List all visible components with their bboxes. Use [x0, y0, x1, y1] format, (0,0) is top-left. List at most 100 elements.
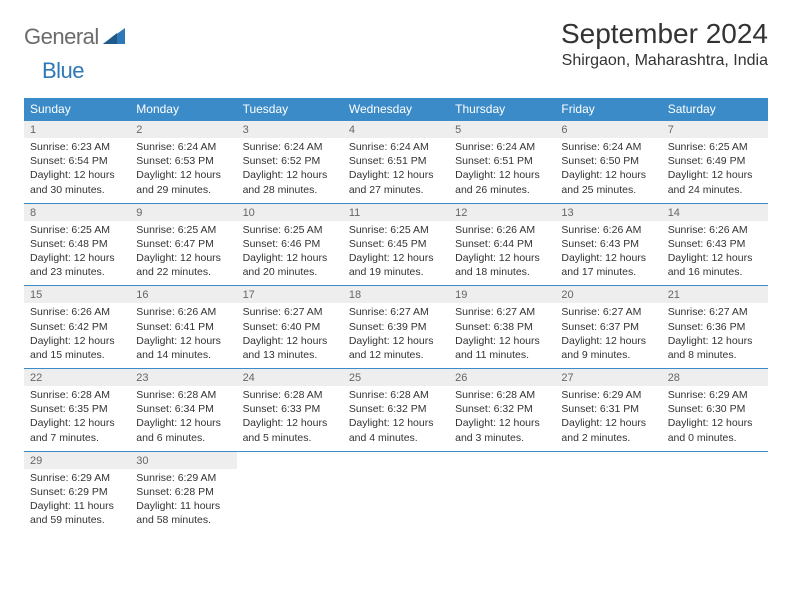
sunrise-text: Sunrise: 6:26 AM	[455, 223, 549, 237]
daylight-text: Daylight: 12 hours and 7 minutes.	[30, 416, 124, 444]
day-detail-cell: Sunrise: 6:26 AMSunset: 6:44 PMDaylight:…	[449, 221, 555, 286]
day-number-cell: 30	[130, 451, 236, 469]
sunrise-text: Sunrise: 6:26 AM	[561, 223, 655, 237]
sunrise-text: Sunrise: 6:28 AM	[30, 388, 124, 402]
day-number-cell: 1	[24, 121, 130, 139]
day-number-cell	[237, 451, 343, 469]
sunrise-text: Sunrise: 6:26 AM	[30, 305, 124, 319]
title-block: September 2024 Shirgaon, Maharashtra, In…	[561, 18, 768, 70]
daylight-text: Daylight: 12 hours and 17 minutes.	[561, 251, 655, 279]
day-detail-cell: Sunrise: 6:26 AMSunset: 6:43 PMDaylight:…	[555, 221, 661, 286]
day-detail-cell: Sunrise: 6:27 AMSunset: 6:38 PMDaylight:…	[449, 303, 555, 368]
calendar-table: Sunday Monday Tuesday Wednesday Thursday…	[24, 98, 768, 533]
sunrise-text: Sunrise: 6:27 AM	[243, 305, 337, 319]
day-number-cell	[555, 451, 661, 469]
sunset-text: Sunset: 6:35 PM	[30, 402, 124, 416]
daylight-text: Daylight: 12 hours and 9 minutes.	[561, 334, 655, 362]
day-of-week-row: Sunday Monday Tuesday Wednesday Thursday…	[24, 98, 768, 121]
dow-monday: Monday	[130, 98, 236, 121]
daylight-text: Daylight: 12 hours and 27 minutes.	[349, 168, 443, 196]
sunrise-text: Sunrise: 6:24 AM	[561, 140, 655, 154]
day-detail-cell: Sunrise: 6:28 AMSunset: 6:33 PMDaylight:…	[237, 386, 343, 451]
day-number-cell: 13	[555, 203, 661, 221]
sunrise-text: Sunrise: 6:26 AM	[668, 223, 762, 237]
sunset-text: Sunset: 6:50 PM	[561, 154, 655, 168]
day-detail-cell: Sunrise: 6:24 AMSunset: 6:52 PMDaylight:…	[237, 138, 343, 203]
sunset-text: Sunset: 6:43 PM	[561, 237, 655, 251]
daylight-text: Daylight: 12 hours and 8 minutes.	[668, 334, 762, 362]
day-number-cell: 7	[662, 121, 768, 139]
daylight-text: Daylight: 12 hours and 5 minutes.	[243, 416, 337, 444]
day-detail-cell: Sunrise: 6:27 AMSunset: 6:37 PMDaylight:…	[555, 303, 661, 368]
sunrise-text: Sunrise: 6:29 AM	[136, 471, 230, 485]
sunset-text: Sunset: 6:42 PM	[30, 320, 124, 334]
sunset-text: Sunset: 6:32 PM	[349, 402, 443, 416]
day-detail-cell	[343, 469, 449, 534]
daylight-text: Daylight: 12 hours and 13 minutes.	[243, 334, 337, 362]
dow-sunday: Sunday	[24, 98, 130, 121]
sunrise-text: Sunrise: 6:25 AM	[668, 140, 762, 154]
logo-triangle-icon	[103, 26, 125, 49]
daylight-text: Daylight: 12 hours and 6 minutes.	[136, 416, 230, 444]
day-number-cell: 25	[343, 369, 449, 387]
day-detail-cell: Sunrise: 6:28 AMSunset: 6:35 PMDaylight:…	[24, 386, 130, 451]
day-detail-cell: Sunrise: 6:27 AMSunset: 6:40 PMDaylight:…	[237, 303, 343, 368]
day-number-cell: 16	[130, 286, 236, 304]
sunset-text: Sunset: 6:34 PM	[136, 402, 230, 416]
daylight-text: Daylight: 11 hours and 58 minutes.	[136, 499, 230, 527]
day-detail-cell: Sunrise: 6:25 AMSunset: 6:49 PMDaylight:…	[662, 138, 768, 203]
sunset-text: Sunset: 6:51 PM	[349, 154, 443, 168]
daylight-text: Daylight: 12 hours and 25 minutes.	[561, 168, 655, 196]
day-detail-cell: Sunrise: 6:25 AMSunset: 6:46 PMDaylight:…	[237, 221, 343, 286]
day-detail-cell	[662, 469, 768, 534]
day-number-cell: 4	[343, 121, 449, 139]
sunset-text: Sunset: 6:33 PM	[243, 402, 337, 416]
day-detail-cell: Sunrise: 6:26 AMSunset: 6:43 PMDaylight:…	[662, 221, 768, 286]
day-number-cell: 10	[237, 203, 343, 221]
sunset-text: Sunset: 6:28 PM	[136, 485, 230, 499]
day-detail-cell: Sunrise: 6:26 AMSunset: 6:42 PMDaylight:…	[24, 303, 130, 368]
daylight-text: Daylight: 12 hours and 11 minutes.	[455, 334, 549, 362]
week-detail-row: Sunrise: 6:23 AMSunset: 6:54 PMDaylight:…	[24, 138, 768, 203]
sunset-text: Sunset: 6:52 PM	[243, 154, 337, 168]
day-detail-cell: Sunrise: 6:24 AMSunset: 6:50 PMDaylight:…	[555, 138, 661, 203]
daylight-text: Daylight: 12 hours and 22 minutes.	[136, 251, 230, 279]
sunset-text: Sunset: 6:47 PM	[136, 237, 230, 251]
daylight-text: Daylight: 12 hours and 23 minutes.	[30, 251, 124, 279]
day-detail-cell: Sunrise: 6:25 AMSunset: 6:45 PMDaylight:…	[343, 221, 449, 286]
sunrise-text: Sunrise: 6:28 AM	[136, 388, 230, 402]
sunset-text: Sunset: 6:51 PM	[455, 154, 549, 168]
sunrise-text: Sunrise: 6:24 AM	[136, 140, 230, 154]
sunrise-text: Sunrise: 6:29 AM	[30, 471, 124, 485]
daylight-text: Daylight: 12 hours and 28 minutes.	[243, 168, 337, 196]
week-number-row: 2930	[24, 451, 768, 469]
sunset-text: Sunset: 6:53 PM	[136, 154, 230, 168]
day-number-cell: 28	[662, 369, 768, 387]
day-number-cell: 8	[24, 203, 130, 221]
sunrise-text: Sunrise: 6:24 AM	[455, 140, 549, 154]
daylight-text: Daylight: 12 hours and 16 minutes.	[668, 251, 762, 279]
sunset-text: Sunset: 6:46 PM	[243, 237, 337, 251]
sunset-text: Sunset: 6:29 PM	[30, 485, 124, 499]
week-detail-row: Sunrise: 6:26 AMSunset: 6:42 PMDaylight:…	[24, 303, 768, 368]
day-number-cell: 26	[449, 369, 555, 387]
sunrise-text: Sunrise: 6:27 AM	[455, 305, 549, 319]
day-detail-cell: Sunrise: 6:24 AMSunset: 6:51 PMDaylight:…	[449, 138, 555, 203]
daylight-text: Daylight: 12 hours and 15 minutes.	[30, 334, 124, 362]
sunrise-text: Sunrise: 6:26 AM	[136, 305, 230, 319]
daylight-text: Daylight: 12 hours and 20 minutes.	[243, 251, 337, 279]
dow-tuesday: Tuesday	[237, 98, 343, 121]
day-detail-cell	[237, 469, 343, 534]
sunset-text: Sunset: 6:48 PM	[30, 237, 124, 251]
sunrise-text: Sunrise: 6:25 AM	[243, 223, 337, 237]
sunrise-text: Sunrise: 6:25 AM	[30, 223, 124, 237]
daylight-text: Daylight: 12 hours and 19 minutes.	[349, 251, 443, 279]
day-number-cell: 5	[449, 121, 555, 139]
sunrise-text: Sunrise: 6:28 AM	[349, 388, 443, 402]
sunset-text: Sunset: 6:30 PM	[668, 402, 762, 416]
sunrise-text: Sunrise: 6:28 AM	[243, 388, 337, 402]
day-detail-cell: Sunrise: 6:29 AMSunset: 6:30 PMDaylight:…	[662, 386, 768, 451]
day-number-cell: 29	[24, 451, 130, 469]
day-number-cell: 9	[130, 203, 236, 221]
dow-friday: Friday	[555, 98, 661, 121]
